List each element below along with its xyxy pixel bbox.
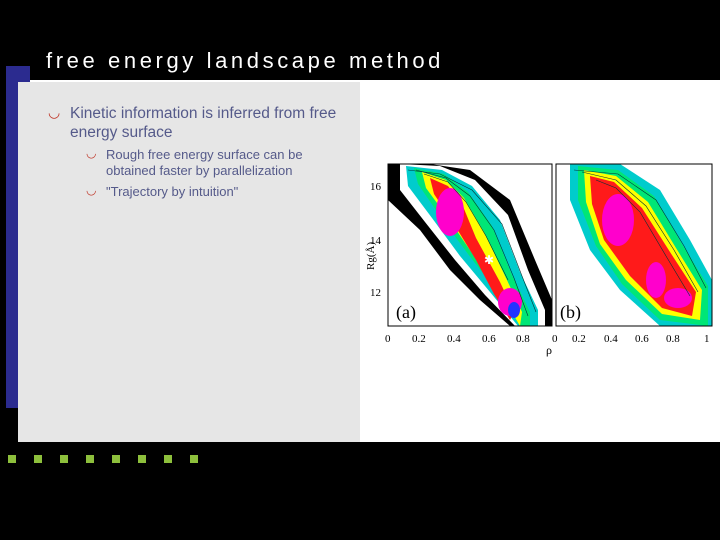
x-axis-label: ρ [546,343,552,357]
panel-b-plot: (b) [556,164,712,326]
content-panel [18,82,360,442]
square-icon [8,455,16,463]
x-tick-label: 0.2 [412,333,426,345]
bullet-arc-icon: ◡ [48,104,61,120]
bullet-text-1: Kinetic information is inferred from fre… [70,105,337,141]
x-tick-label: 0.6 [482,333,496,345]
square-icon [86,455,94,463]
bullet-text-2: Rough free energy surface can be obtaine… [106,147,303,178]
square-icon [164,455,172,463]
square-icon [190,455,198,463]
x-tick-label: 0 [552,333,558,345]
square-icon [34,455,42,463]
y-axis-label: Rg(Å) [365,242,377,270]
bullet-arc-icon: ◡ [86,183,97,197]
panel-a-label: (a) [396,302,416,323]
panel-a-plot: ✱ (a) [388,164,552,326]
panel-b-label: (b) [560,302,581,323]
x-tick-label: 0 [385,333,391,345]
x-tick-label: 0.6 [635,333,649,345]
x-tick-label: 0.4 [447,333,461,345]
x-tick-label: 0.8 [666,333,680,345]
x-tick-label: 0.2 [572,333,586,345]
x-tick-label: 0.8 [516,333,530,345]
y-tick-label: 12 [370,287,381,299]
x-tick-label: 1 [704,333,710,345]
title-divider [18,80,720,82]
square-icon [138,455,146,463]
bullet-text-3: "Trajectory by intuition" [106,184,239,199]
x-tick-label: 0.4 [604,333,618,345]
y-tick-label: 16 [370,181,382,193]
free-energy-figure: ✱ (a) (b) 16 14 12 Rg(Å) 0 0.2 0.4 0.6 0… [365,163,713,357]
slide-title: free energy landscape method [46,48,444,73]
bullet-arc-icon: ◡ [86,146,97,160]
svg-text:✱: ✱ [484,253,494,267]
decorative-squares [8,455,198,463]
y-tick-label: 14 [370,235,382,247]
square-icon [60,455,68,463]
square-icon [112,455,120,463]
